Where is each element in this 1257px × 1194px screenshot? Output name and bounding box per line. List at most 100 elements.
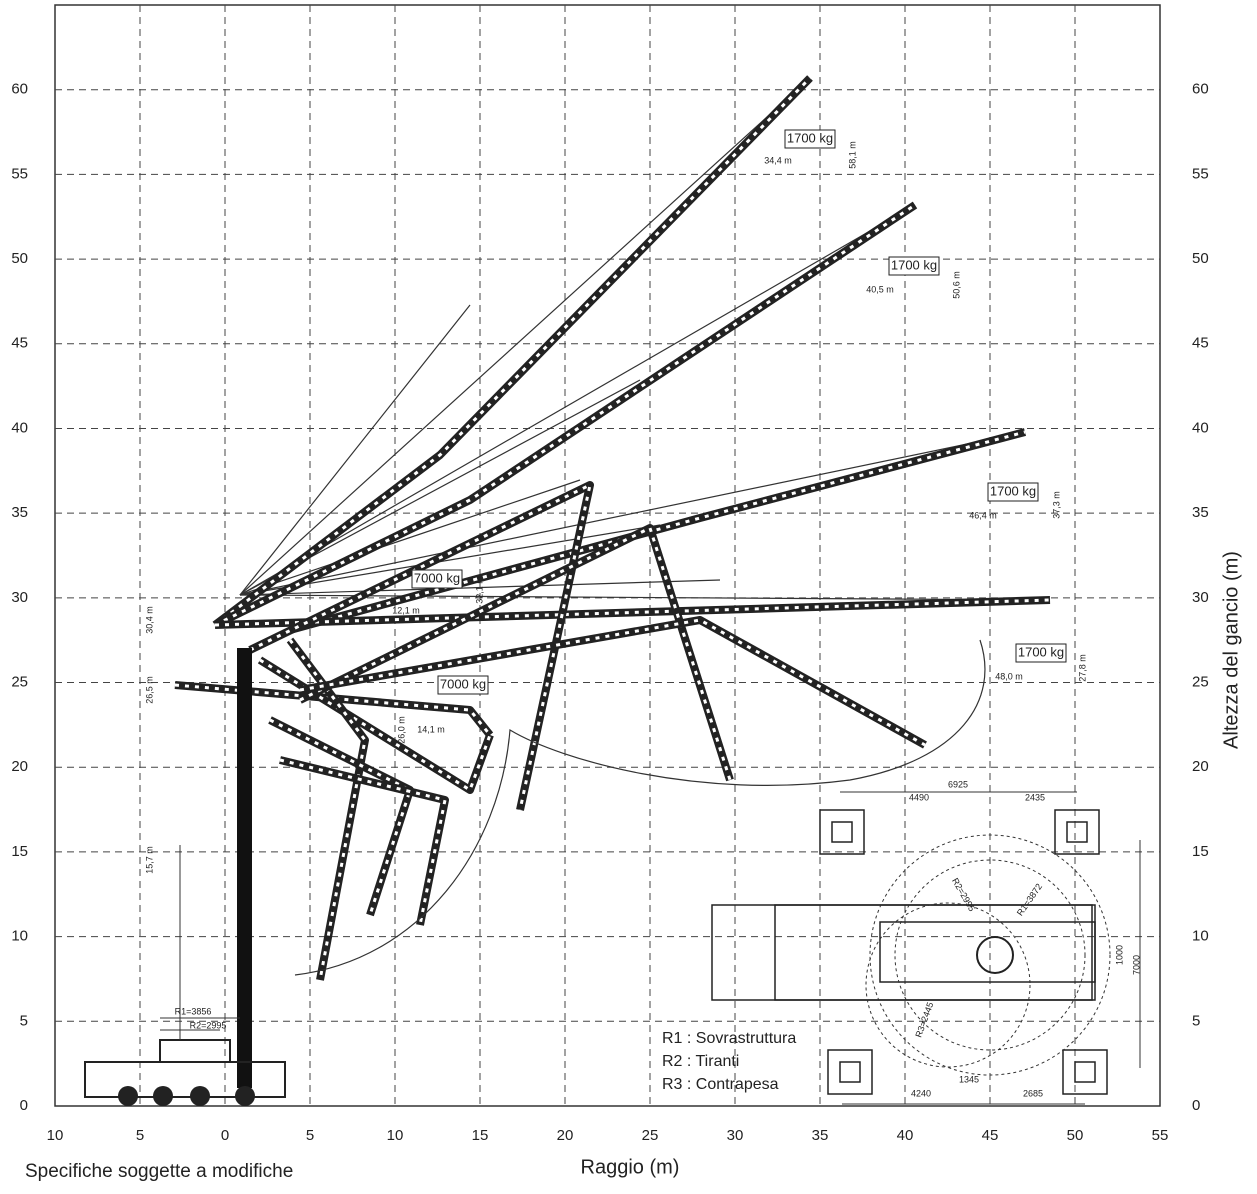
boom [279, 756, 449, 926]
x-tick-label: 25 [642, 1127, 659, 1144]
turntable [976, 936, 1014, 974]
x-tick-label: 10 [387, 1127, 404, 1144]
y-tick-label: 15 [11, 843, 28, 860]
cable [239, 304, 471, 596]
inset-label: 2435 [1025, 792, 1045, 802]
outrigger-pad-inner [1066, 821, 1088, 843]
load-label: 1700 kg [1018, 644, 1064, 659]
y-tick-label: 5 [20, 1012, 28, 1029]
x-tick-label: 40 [897, 1127, 914, 1144]
dimension-label: 26,0 m [396, 716, 406, 744]
envelope [294, 639, 986, 976]
inset-label: R2=2995 [950, 876, 977, 913]
y-tick-label: 35 [11, 504, 28, 521]
y-tick-label-right: 20 [1192, 758, 1209, 775]
y-tick-label-right: 60 [1192, 81, 1209, 98]
dimension-label: 34,4 m [764, 155, 792, 165]
inset-label: 7000 [1131, 955, 1141, 975]
y-tick-label-right: 0 [1192, 1097, 1200, 1114]
load-box [888, 256, 940, 276]
y-tick-label: 50 [11, 250, 28, 267]
inset-label: 2685 [1023, 1088, 1043, 1098]
cable [239, 579, 721, 596]
x-tick-label: 45 [982, 1127, 999, 1144]
dimension-label: 40,5 m [866, 284, 894, 294]
dimension-label: R1=3856 [175, 1006, 212, 1016]
dimension-label: 50,6 m [951, 271, 961, 299]
load-box [411, 569, 463, 589]
x-tick-label: 35 [812, 1127, 829, 1144]
boom [214, 596, 1051, 629]
load-label: 1700 kg [787, 130, 833, 145]
y-axis-title: Altezza del gancio (m) [1220, 551, 1242, 749]
outrigger-pad [819, 809, 865, 855]
dimension-label: R2=2995 [190, 1020, 227, 1030]
legend-item: R3 : Contrapesa [662, 1076, 779, 1093]
y-tick-label-right: 5 [1192, 1012, 1200, 1029]
crane-drawing [84, 75, 1141, 1106]
dimension-label: 14,1 m [417, 724, 445, 734]
boom [212, 75, 813, 629]
x-tick-label: 15 [472, 1127, 489, 1144]
boom-lattice [288, 639, 367, 981]
dimension-label: 30,4 m [144, 606, 154, 634]
cable [239, 479, 581, 596]
y-tick-label: 55 [11, 165, 28, 182]
y-tick-label-right: 10 [1192, 928, 1209, 945]
boom-lattice [214, 76, 812, 627]
y-tick-label-right: 40 [1192, 419, 1209, 436]
load-box [784, 129, 836, 149]
boom-lattice [214, 203, 916, 627]
load-box [987, 482, 1039, 502]
load-label: 7000 kg [414, 570, 460, 585]
boom [299, 616, 927, 749]
mast [237, 648, 252, 1088]
plan-body [711, 904, 1093, 1001]
x-tick-label: 10 [47, 1127, 64, 1144]
plan-body [879, 921, 1096, 983]
y-tick-label-right: 45 [1192, 335, 1209, 352]
y-tick-label: 20 [11, 758, 28, 775]
legend-item: R2 : Tiranti [662, 1053, 739, 1070]
y-tick-label-right: 50 [1192, 250, 1209, 267]
inset-label: R3=2445 [913, 1001, 935, 1039]
dimension-label: 32,1 m [474, 576, 484, 604]
x-tick-label: 30 [727, 1127, 744, 1144]
y-tick-label-right: 55 [1192, 165, 1209, 182]
boom-lattice [289, 430, 1026, 632]
x-axis-title: Raggio (m) [581, 1156, 680, 1178]
cable [239, 204, 916, 596]
x-tick-label: 0 [221, 1127, 229, 1144]
wheel [118, 1086, 138, 1106]
frame [54, 4, 1161, 1107]
load-box [1015, 643, 1067, 663]
dimension-label: 37,3 m [1051, 491, 1061, 519]
y-tick-label-right: 25 [1192, 674, 1209, 691]
dimension-label: 26,5 m [144, 676, 154, 704]
cab [159, 1039, 231, 1063]
outrigger-pad [1054, 809, 1100, 855]
inset-label: 4490 [909, 792, 929, 802]
load-label: 7000 kg [440, 676, 486, 691]
legend-item: R1 : Sovrastruttura [662, 1030, 796, 1047]
y-tick-label: 25 [11, 674, 28, 691]
outrigger-pad-inner [831, 821, 853, 843]
outrigger-pad-inner [839, 1061, 861, 1083]
wheel [190, 1086, 210, 1106]
y-tick-label-right: 15 [1192, 843, 1209, 860]
dimension-label: 15,7 m [144, 846, 154, 874]
x-tick-label: 20 [557, 1127, 574, 1144]
truck [84, 1061, 286, 1098]
dimension-label: 58,1 m [847, 141, 857, 169]
boom [298, 524, 734, 782]
boom-lattice [279, 758, 447, 926]
cable [239, 431, 1026, 596]
dimension-label: 46,4 m [969, 510, 997, 520]
dimension-label: 48,0 m [995, 671, 1023, 681]
x-tick-label: 5 [136, 1127, 144, 1144]
load-box [437, 675, 489, 695]
load-label: 1700 kg [990, 483, 1036, 498]
x-tick-label: 5 [306, 1127, 314, 1144]
y-tick-label: 0 [20, 1097, 28, 1114]
